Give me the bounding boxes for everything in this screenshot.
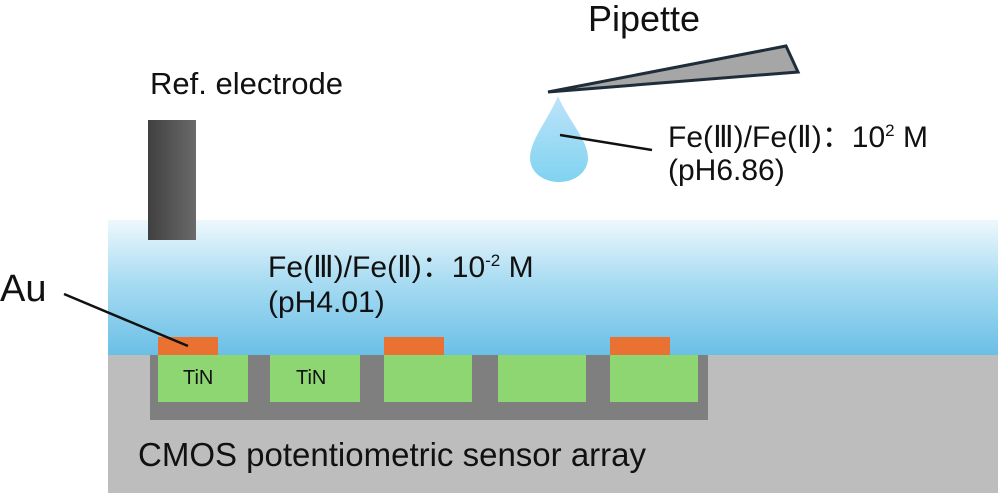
drop-conc-prefix: Fe(Ⅲ)/Fe(Ⅱ)：10 <box>668 121 886 154</box>
ref-electrode-label: Ref. electrode <box>150 66 343 101</box>
solution-concentration-label: Fe(Ⅲ)/Fe(Ⅱ)：10-2 M <box>268 242 534 286</box>
tin-pad-2 <box>270 355 360 402</box>
au-electrode-3 <box>610 337 670 355</box>
drop-ph-label: (pH6.86) <box>668 154 785 187</box>
au-leader-line <box>63 292 189 348</box>
drop-conc-unit: M <box>894 121 928 154</box>
tin-pad-1 <box>158 355 248 402</box>
solution-conc-prefix: Fe(Ⅲ)/Fe(Ⅱ)：10 <box>268 251 486 284</box>
tin-pad-4 <box>498 355 586 402</box>
pipette-shape <box>547 44 801 94</box>
drop-leader-line <box>559 133 653 152</box>
tin-label-1: TiN <box>183 367 214 389</box>
tin-pad-5 <box>610 355 698 402</box>
pipette-label: Pipette <box>588 0 701 39</box>
reference-electrode <box>148 120 196 240</box>
solution-conc-unit: M <box>500 251 534 284</box>
substrate-label: CMOS potentiometric sensor array <box>138 436 647 473</box>
au-electrode-2 <box>384 337 444 355</box>
solution-conc-exp: -2 <box>485 251 501 270</box>
tin-pad-3 <box>384 355 472 402</box>
drop-conc-exp: 2 <box>885 121 895 140</box>
solution-ph-label: (pH4.01) <box>268 286 385 319</box>
solution-region <box>108 220 998 355</box>
droplet-shape <box>530 96 588 182</box>
tin-label-2: TiN <box>296 367 327 389</box>
au-label: Au <box>0 268 47 310</box>
drop-concentration-label: Fe(Ⅲ)/Fe(Ⅱ)：102 M <box>668 112 928 156</box>
